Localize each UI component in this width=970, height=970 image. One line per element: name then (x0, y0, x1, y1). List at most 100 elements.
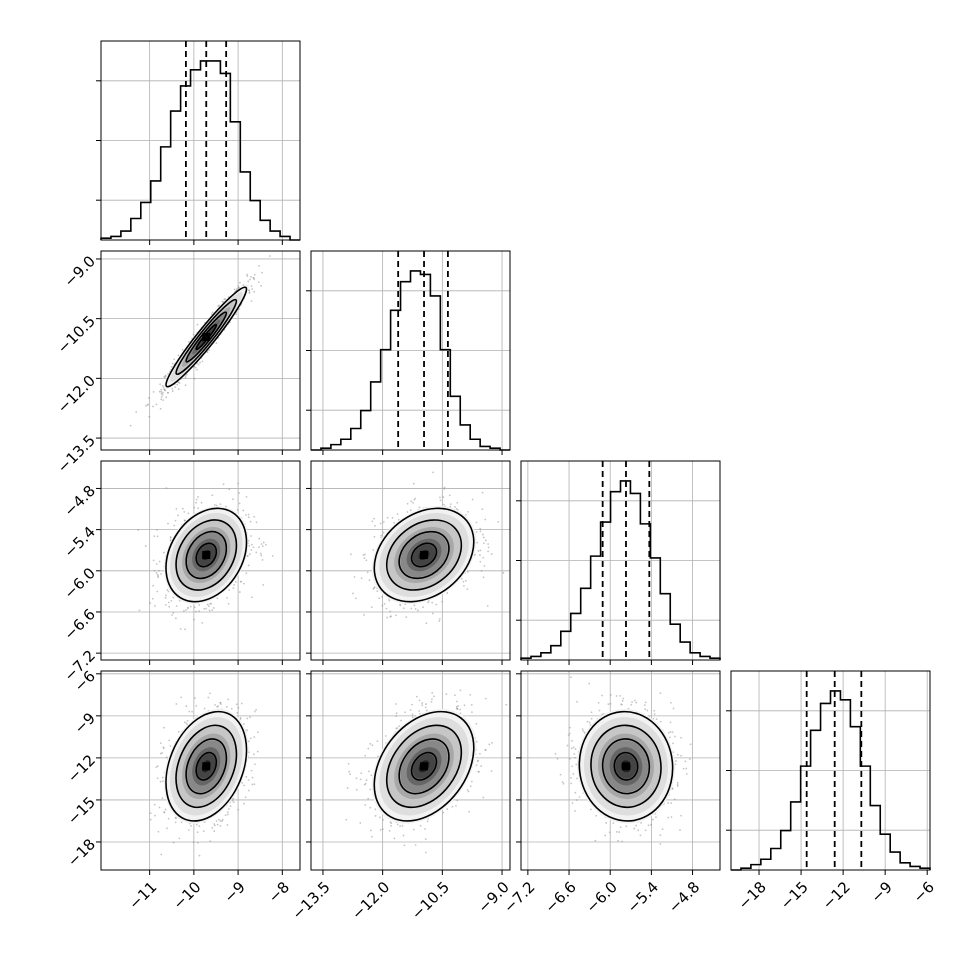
panel-frame (100, 40, 301, 241)
sample-point (252, 546, 255, 549)
sample-point (670, 816, 673, 818)
sample-point (467, 510, 469, 513)
sample-point (633, 827, 636, 830)
sample-point (424, 706, 427, 709)
sample-point (245, 514, 247, 516)
density-peak (621, 762, 630, 771)
sample-point (650, 823, 652, 826)
sample-point (475, 521, 478, 524)
sample-point (158, 390, 161, 393)
sample-point (389, 610, 392, 613)
hist-panel-4 (726, 670, 931, 875)
panel-frame (310, 460, 511, 661)
sample-point (676, 783, 679, 786)
sample-point (590, 717, 593, 720)
sample-point (459, 708, 461, 711)
sample-point (595, 814, 598, 817)
sample-point (250, 300, 253, 303)
sample-point (674, 735, 676, 738)
sample-point (373, 535, 376, 538)
sample-point (594, 839, 597, 842)
contour-line (410, 751, 438, 781)
sample-point (647, 824, 650, 827)
sample-point (212, 607, 215, 609)
sample-point (210, 602, 213, 605)
sample-point (424, 838, 427, 840)
sample-point (442, 503, 445, 506)
sample-point (160, 390, 163, 393)
sample-point (370, 606, 373, 609)
sample-point (177, 388, 180, 391)
sample-point (378, 816, 381, 819)
sample-point (382, 521, 385, 523)
sample-point (369, 806, 372, 809)
sample-point (195, 498, 198, 501)
sample-point (601, 694, 603, 697)
y-tick-label: −6.6 (61, 605, 99, 643)
sample-point (409, 709, 412, 711)
sample-point (162, 746, 165, 749)
hist-panel-2 (306, 250, 511, 455)
sample-point (667, 816, 670, 819)
sample-point (409, 509, 412, 512)
joint-panel-4-2 (306, 670, 511, 875)
sample-point (482, 556, 485, 559)
sample-point (225, 705, 228, 708)
sample-point (381, 828, 384, 831)
sample-point (637, 829, 640, 832)
sample-point (249, 520, 252, 523)
sample-point (247, 740, 250, 743)
sample-point (530, 547, 532, 549)
sample-point (635, 824, 637, 827)
sample-point (431, 601, 434, 604)
sample-point (490, 770, 493, 772)
sample-point (249, 737, 252, 740)
sample-point (192, 841, 195, 844)
sample-point (475, 722, 478, 725)
sample-point (193, 377, 196, 380)
sample-point (608, 831, 611, 834)
sample-point (185, 722, 188, 724)
contour-line (165, 286, 248, 388)
sample-point (250, 543, 253, 546)
sample-point (170, 366, 173, 368)
sample-point (487, 546, 490, 549)
sample-point (173, 358, 176, 361)
contour-line (410, 542, 438, 568)
sample-point (158, 560, 161, 563)
sample-point (571, 739, 573, 742)
sample-point (451, 805, 454, 808)
sample-point (631, 701, 634, 704)
sample-point (165, 487, 168, 490)
contour-line (165, 710, 248, 822)
sample-point (219, 703, 222, 705)
sample-point (479, 549, 482, 552)
sample-point (413, 604, 416, 607)
sample-point (399, 825, 401, 828)
sample-point (258, 265, 260, 267)
sample-point (193, 606, 196, 609)
sample-point (456, 707, 459, 710)
sample-point (167, 590, 170, 593)
sample-point (401, 825, 404, 827)
density-peak (420, 551, 429, 560)
sample-point (370, 835, 373, 838)
sample-point (185, 373, 188, 376)
joint-panel-2-1 (96, 250, 301, 455)
sample-point (609, 702, 612, 705)
sample-point (481, 508, 484, 511)
sample-point (218, 818, 220, 821)
sample-point (197, 507, 200, 510)
sample-point (411, 713, 414, 716)
sample-point (659, 842, 662, 845)
sample-point (475, 764, 478, 767)
sample-point (466, 588, 469, 591)
y-tick-label: −12 (64, 751, 99, 786)
sample-point (360, 772, 363, 775)
sample-point (161, 776, 164, 779)
sample-point (620, 703, 623, 706)
sample-point (639, 834, 642, 837)
sample-point (373, 517, 375, 520)
sample-point (651, 818, 654, 821)
sample-point (615, 830, 618, 833)
